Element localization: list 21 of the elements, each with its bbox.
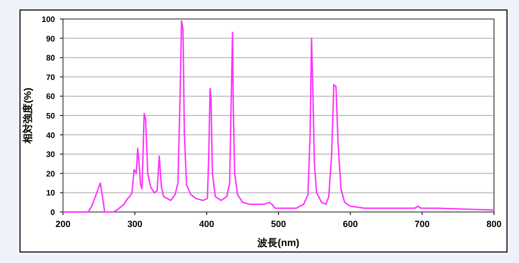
y-tick-label: 0 bbox=[50, 208, 56, 217]
y-tick-label: 80 bbox=[46, 54, 56, 63]
y-tick-label: 70 bbox=[46, 72, 56, 82]
y-tick-label: 90 bbox=[46, 34, 56, 44]
x-tick-label: 500 bbox=[270, 219, 286, 229]
x-tick-label: 800 bbox=[486, 219, 502, 229]
y-tick-label: 20 bbox=[46, 169, 56, 178]
y-axis-title: 相対強度(%) bbox=[22, 88, 34, 144]
y-tick-label: 50 bbox=[46, 112, 56, 120]
y-tick-label: 100 bbox=[42, 15, 56, 24]
y-tick-label: 30 bbox=[46, 150, 56, 160]
y-tick-label: 10 bbox=[46, 188, 56, 198]
x-tick-label: 700 bbox=[414, 219, 430, 229]
x-tick-label: 400 bbox=[199, 219, 214, 229]
y-tick-label: 60 bbox=[46, 92, 56, 102]
x-tick-label: 200 bbox=[55, 219, 71, 229]
x-tick-label: 300 bbox=[127, 219, 142, 229]
line-series bbox=[62, 20, 495, 213]
x-tick-label: 600 bbox=[342, 219, 358, 229]
y-tick-label: 40 bbox=[46, 130, 56, 140]
x-axis-title: 波長(nm) bbox=[256, 237, 300, 249]
